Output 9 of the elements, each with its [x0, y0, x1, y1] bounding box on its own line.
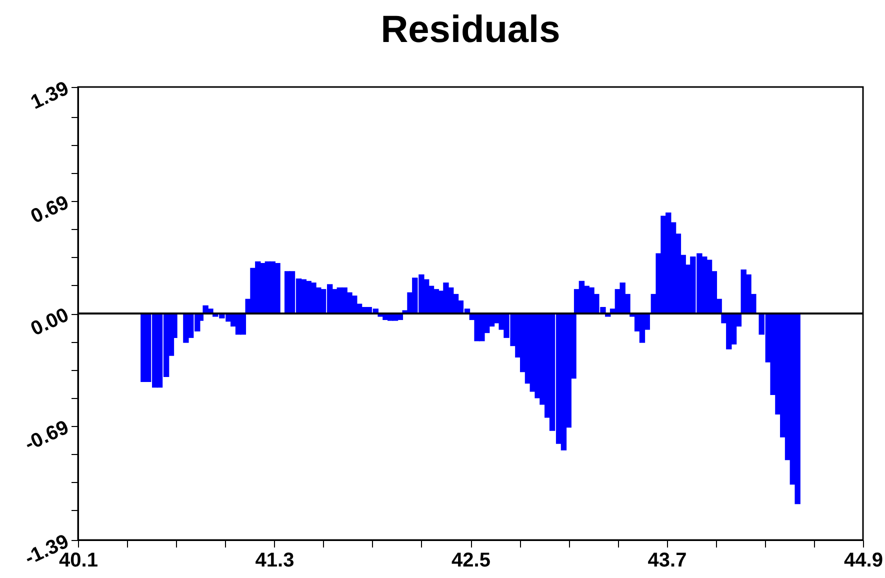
- y-tick-label: -0.69: [22, 416, 72, 456]
- x-tick-label: 44.9: [844, 550, 883, 572]
- x-tick-label: 42.5: [452, 550, 490, 572]
- y-tick-label: 0.69: [28, 192, 72, 228]
- chart-title: Residuals: [380, 8, 560, 51]
- x-tick-label: 43.7: [648, 550, 687, 572]
- y-tick-label: 0.00: [28, 304, 72, 340]
- x-tick-label: 41.3: [255, 550, 294, 572]
- y-tick-label: 1.39: [28, 78, 72, 114]
